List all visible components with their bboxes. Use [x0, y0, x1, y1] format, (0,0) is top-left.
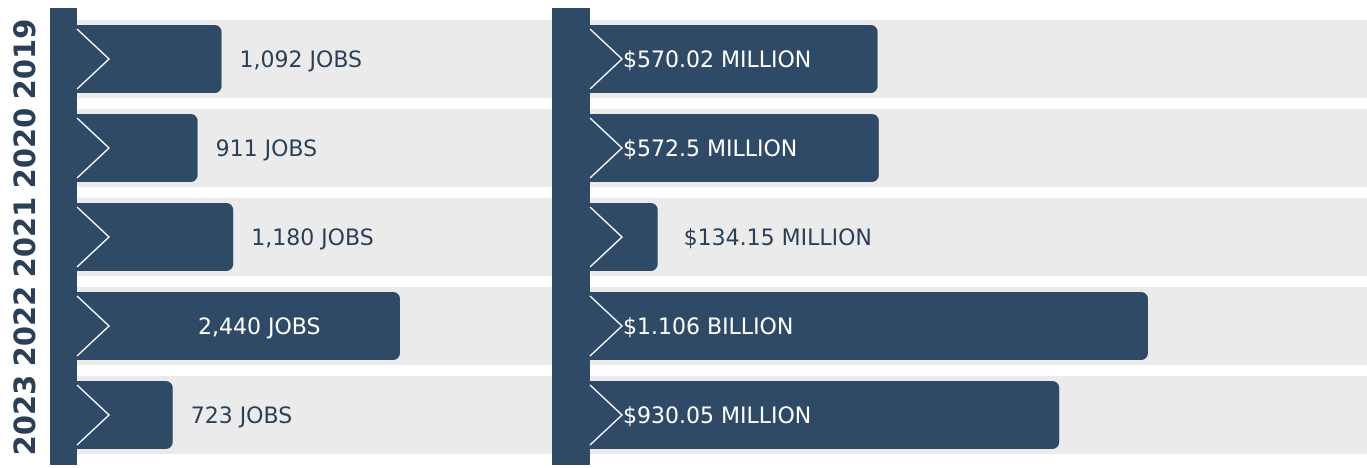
value-label: $134.15 MILLION — [684, 226, 872, 251]
value-label: 911 JOBS — [216, 137, 317, 162]
bar — [578, 203, 658, 271]
chevron — [589, 206, 624, 268]
bar — [578, 381, 1060, 449]
row-background — [60, 198, 1367, 276]
bar — [65, 381, 173, 449]
value-label: 2,440 JOBS — [198, 315, 320, 340]
value-label: 723 JOBS — [191, 404, 292, 429]
chevron — [76, 28, 111, 90]
value-label: $572.5 MILLION — [623, 137, 797, 162]
year-label: 2020 — [8, 108, 42, 189]
bar — [65, 25, 222, 93]
year-label: 2023 — [8, 375, 42, 456]
chevron — [589, 28, 624, 90]
chevron — [76, 206, 111, 268]
chevron — [589, 384, 624, 446]
chevron — [76, 384, 111, 446]
year-label: 2019 — [8, 19, 42, 100]
chevron — [589, 295, 624, 357]
value-label: 1,180 JOBS — [251, 226, 373, 251]
chevron — [589, 117, 624, 179]
value-label: $570.02 MILLION — [623, 48, 811, 73]
bar — [578, 114, 879, 182]
value-label: $930.05 MILLION — [623, 404, 811, 429]
chevron — [76, 117, 111, 179]
year-label: 2022 — [8, 286, 42, 367]
bar — [65, 292, 400, 360]
value-label: 1,092 JOBS — [240, 48, 362, 73]
chevron — [76, 295, 111, 357]
bar — [65, 203, 234, 271]
spine — [50, 8, 77, 465]
value-label: $1.106 BILLION — [623, 315, 793, 340]
year-label: 2021 — [8, 197, 42, 278]
bar — [578, 25, 878, 93]
bar — [578, 292, 1148, 360]
bar — [65, 114, 198, 182]
spine — [552, 8, 590, 465]
